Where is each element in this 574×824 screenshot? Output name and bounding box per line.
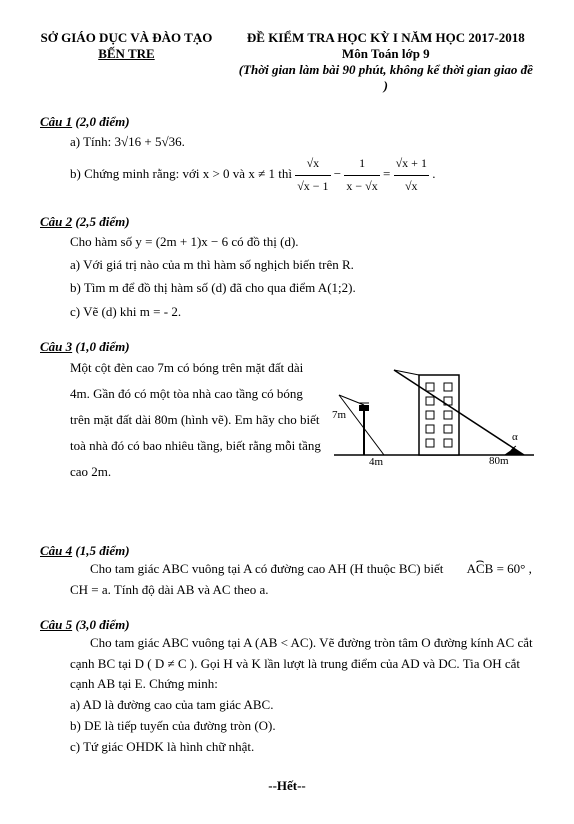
q1-a: a) Tính: 3√16 + 5√36.: [70, 130, 534, 153]
end-marker: --Hết--: [40, 778, 534, 794]
time-note: (Thời gian làm bài 90 phút, không kể thờ…: [238, 62, 534, 94]
question-3: Câu 3 (1,0 điểm) Một cột đèn cao 7m có b…: [40, 339, 534, 527]
building-shadow: 80m: [489, 455, 574, 467]
question-5: Câu 5 (3,0 điểm) Cho tam giác ABC vuông …: [40, 617, 534, 758]
q1-label: Câu 1: [40, 114, 72, 129]
q1-b: b) Chứng minh rằng: với x > 0 và x ≠ 1 t…: [70, 153, 534, 197]
q2-title: Câu 2 (2,5 điểm): [40, 214, 130, 229]
q4-label: Câu 4: [40, 543, 72, 558]
q5-title: Câu 5 (3,0 điểm): [40, 617, 130, 632]
q2-body: Cho hàm số y = (2m + 1)x − 6 có đồ thị (…: [70, 230, 534, 324]
q3-figure: 7m 4m 80m α: [334, 355, 534, 527]
q3-points: (1,0 điểm): [75, 339, 129, 354]
angle-acb: ACB: [447, 559, 494, 580]
q1-points: (2,0 điểm): [75, 114, 129, 129]
eq: =: [383, 166, 394, 181]
q5-b: b) DE là tiếp tuyến của đường tròn (O).: [70, 716, 534, 737]
minus: −: [334, 166, 345, 181]
frac3-num: √x + 1: [394, 153, 429, 176]
frac2-num: 1: [344, 153, 379, 176]
question-1: Câu 1 (2,0 điểm) a) Tính: 3√16 + 5√36. b…: [40, 114, 534, 198]
q5-label: Câu 5: [40, 617, 72, 632]
q4-points: (1,5 điểm): [75, 543, 129, 558]
header: SỞ GIÁO DỤC VÀ ĐÀO TẠO BẾN TRE ĐỀ KIỂM T…: [40, 30, 534, 94]
q5-body: Cho tam giác ABC vuông tại A (AB < AC). …: [70, 633, 534, 758]
angle-val: = 60°: [497, 561, 526, 576]
frac-3: √x + 1 √x: [394, 153, 429, 197]
q3-title: Câu 3 (1,0 điểm): [40, 339, 130, 354]
q3-row: Một cột đèn cao 7m có bóng trên mặt đất …: [40, 355, 534, 527]
province: BẾN TRE: [40, 46, 213, 62]
frac-1: √x √x − 1: [295, 153, 330, 197]
frac-2: 1 x − √x: [344, 153, 379, 197]
q2-points: (2,5 điểm): [75, 214, 129, 229]
question-4: Câu 4 (1,5 điểm) Cho tam giác ABC vuông …: [40, 543, 534, 601]
q2-intro: Cho hàm số y = (2m + 1)x − 6 có đồ thị (…: [70, 230, 534, 253]
subject: Môn Toán lớp 9: [238, 46, 534, 62]
alpha-label: α: [512, 431, 574, 443]
lamp-height: 7m: [332, 409, 532, 421]
q2-label: Câu 2: [40, 214, 72, 229]
header-left: SỞ GIÁO DỤC VÀ ĐÀO TẠO BẾN TRE: [40, 30, 213, 94]
q5-text: Cho tam giác ABC vuông tại A (AB < AC). …: [70, 633, 534, 695]
q4-title: Câu 4 (1,5 điểm): [40, 543, 130, 558]
period: .: [432, 166, 435, 181]
frac2-den: x − √x: [344, 176, 379, 198]
frac3-den: √x: [394, 176, 429, 198]
q4-lead: Cho tam giác ABC vuông tại A có đường ca…: [90, 561, 447, 576]
q3-label: Câu 3: [40, 339, 72, 354]
q2-c: c) Vẽ (d) khi m = - 2.: [70, 300, 534, 323]
dept-name: SỞ GIÁO DỤC VÀ ĐÀO TẠO: [40, 30, 213, 46]
q1-body: a) Tính: 3√16 + 5√36. b) Chứng minh rằng…: [70, 130, 534, 198]
q2-b: b) Tìm m để đồ thị hàm số (d) đã cho qua…: [70, 276, 534, 299]
q5-points: (3,0 điểm): [75, 617, 129, 632]
q5-a: a) AD là đường cao của tam giác ABC.: [70, 695, 534, 716]
q5-c: c) Tứ giác OHDK là hình chữ nhật.: [70, 737, 534, 758]
q2-a: a) Với giá trị nào của m thì hàm số nghị…: [70, 253, 534, 276]
q4-body: Cho tam giác ABC vuông tại A có đường ca…: [70, 559, 534, 601]
frac1-num: √x: [295, 153, 330, 176]
header-right: ĐỀ KIỂM TRA HỌC KỲ I NĂM HỌC 2017-2018 M…: [238, 30, 534, 94]
frac1-den: √x − 1: [295, 176, 330, 198]
q1-title: Câu 1 (2,0 điểm): [40, 114, 130, 129]
q3-text: Một cột đèn cao 7m có bóng trên mặt đất …: [70, 355, 324, 485]
question-2: Câu 2 (2,5 điểm) Cho hàm số y = (2m + 1)…: [40, 214, 534, 324]
exam-title: ĐỀ KIỂM TRA HỌC KỲ I NĂM HỌC 2017-2018: [238, 30, 534, 46]
q1-b-lead: b) Chứng minh rằng: với x > 0 và x ≠ 1 t…: [70, 166, 295, 181]
